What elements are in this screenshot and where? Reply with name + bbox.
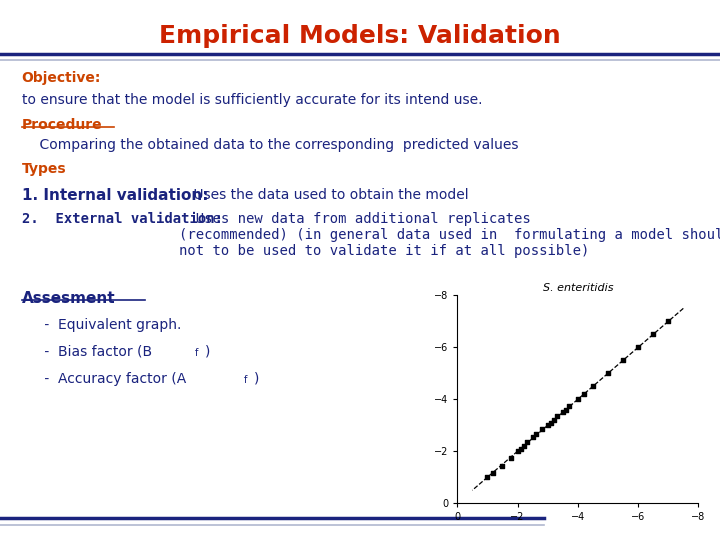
Text: -  Equivalent graph.: - Equivalent graph.: [40, 318, 181, 332]
Point: [632, 343, 644, 352]
Point: [482, 473, 493, 482]
Text: Procedure: Procedure: [22, 118, 102, 132]
Point: [572, 395, 583, 403]
Point: [560, 406, 572, 414]
Text: ): ): [253, 372, 258, 386]
Text: Assesment: Assesment: [22, 291, 115, 306]
Point: [542, 421, 554, 430]
Text: to ensure that the model is sufficiently accurate for its intend use.: to ensure that the model is sufficiently…: [22, 93, 482, 107]
Text: Types: Types: [22, 162, 66, 176]
Text: Objective:: Objective:: [22, 71, 101, 85]
Point: [617, 356, 629, 364]
Point: [587, 382, 598, 390]
Point: [487, 469, 499, 478]
Text: Comparing the obtained data to the corresponding  predicted values: Comparing the obtained data to the corre…: [22, 138, 518, 152]
Point: [557, 408, 569, 417]
Text: f: f: [243, 375, 247, 386]
Point: [563, 402, 575, 410]
Point: [536, 425, 547, 434]
Point: [647, 330, 659, 339]
Point: [530, 430, 541, 438]
Point: [602, 369, 613, 377]
Text: Empirical Models: Validation: Empirical Models: Validation: [159, 24, 561, 48]
Text: -  Accuracy factor (A: - Accuracy factor (A: [40, 372, 186, 386]
Text: f: f: [194, 348, 198, 359]
Point: [548, 416, 559, 424]
Text: 2.  External validation:: 2. External validation:: [22, 212, 222, 226]
Title: S. enteritidis: S. enteritidis: [543, 283, 613, 293]
Point: [545, 418, 557, 427]
Text: -  Bias factor (B: - Bias factor (B: [40, 345, 152, 359]
Text: 1. Internal validation:: 1. Internal validation:: [22, 188, 208, 203]
Point: [515, 444, 526, 453]
Point: [518, 442, 529, 450]
Text: Uses the data used to obtain the model: Uses the data used to obtain the model: [189, 188, 468, 202]
Point: [551, 412, 562, 421]
Text: ): ): [204, 345, 210, 359]
Point: [578, 390, 590, 399]
Text: Uses new data from additional replicates
(recommended) (in general data used in : Uses new data from additional replicates…: [179, 212, 720, 258]
Point: [521, 438, 532, 447]
Point: [662, 317, 674, 326]
Point: [505, 454, 517, 462]
Point: [512, 447, 523, 456]
Point: [497, 461, 508, 470]
Point: [527, 433, 539, 441]
